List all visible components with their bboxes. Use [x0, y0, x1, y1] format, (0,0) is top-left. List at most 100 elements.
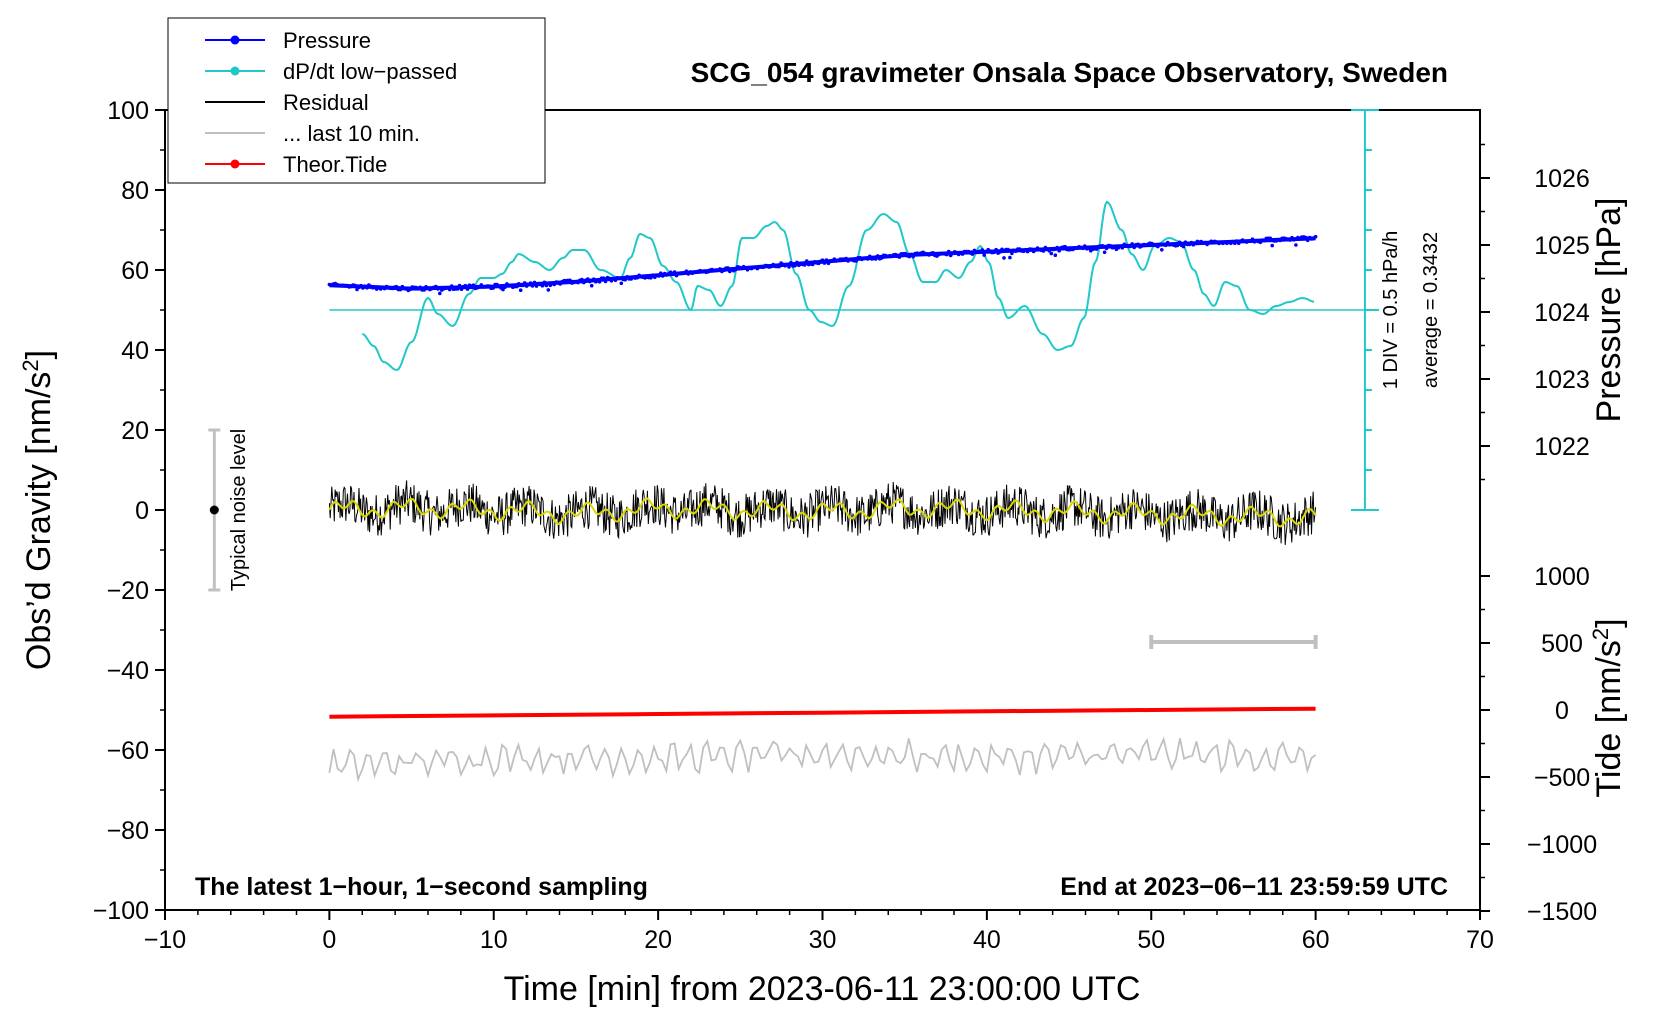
legend-label: dP/dt low−passed	[283, 59, 457, 84]
pressure-point	[528, 281, 533, 285]
pressure-point	[672, 270, 677, 274]
pressure-point	[516, 282, 521, 286]
pressure-point	[733, 267, 738, 272]
y-left-tick-label: 20	[121, 417, 149, 445]
dpdt-average-label: average = 0.3432	[1420, 232, 1442, 388]
pressure-point	[532, 280, 537, 285]
pressure-point	[365, 285, 369, 290]
pressure-point	[1181, 244, 1186, 249]
pressure-point	[824, 258, 829, 262]
pressure-point	[660, 274, 665, 278]
pressure-point	[1163, 243, 1168, 248]
pressure-point	[457, 283, 462, 288]
x-tick-label: 50	[1137, 926, 1165, 954]
y-left-tick-label: 100	[107, 97, 149, 125]
pressure-point	[657, 274, 661, 278]
pressure-point	[718, 267, 722, 271]
x-tick-label: 60	[1302, 926, 1330, 954]
x-tick-label: 30	[809, 926, 837, 954]
pressure-point	[822, 261, 827, 265]
pressure-tick-label: 1024	[1534, 299, 1590, 327]
pressure-point	[649, 275, 653, 280]
pressure-point	[684, 269, 689, 274]
y-pressure-axis-title: Pressure [hPa]	[1590, 198, 1628, 423]
pressure-point	[501, 287, 505, 292]
pressure-point	[1000, 247, 1004, 252]
pressure-point	[874, 257, 878, 261]
pressure-point	[518, 288, 523, 293]
y-tide-axis-ticks: 1000 500 0 −500 −1000 −1500	[1480, 563, 1597, 926]
pressure-point	[613, 278, 618, 283]
y-tide-axis-title: Tide [nm/s2]	[1588, 618, 1628, 797]
pressure-point	[777, 264, 781, 269]
typical-noise-bar	[208, 428, 221, 592]
x-tick-label: 20	[644, 926, 672, 954]
pressure-point	[1094, 247, 1099, 251]
pressure-point	[998, 250, 1002, 254]
pressure-point	[568, 278, 572, 283]
x-tick-label: 0	[322, 926, 336, 954]
pressure-tick-label: 1025	[1534, 232, 1590, 260]
pressure-point	[1010, 251, 1014, 256]
y-tide-axis-title-base: Tide [nm/s	[1590, 640, 1628, 797]
pressure-point	[789, 260, 793, 265]
pressure-point	[982, 253, 986, 257]
pressure-point	[802, 263, 807, 267]
pressure-point	[418, 285, 422, 290]
pressure-point	[854, 259, 858, 263]
x-tick-label: 40	[973, 926, 1001, 954]
pressure-point	[1063, 244, 1067, 249]
residual-line	[328, 480, 1317, 545]
pressure-point	[1292, 238, 1296, 242]
pressure-point	[353, 283, 357, 288]
legend-marker	[230, 35, 240, 45]
pressure-point	[659, 271, 663, 276]
pressure-point	[1120, 246, 1125, 250]
pressure-point	[436, 287, 440, 291]
pressure-point	[522, 281, 527, 285]
y-left-axis-title-tail: ]	[20, 350, 58, 359]
pressure-point	[607, 276, 612, 281]
pressure-point	[992, 250, 996, 255]
pressure-point	[787, 265, 791, 269]
pressure-point	[1055, 245, 1059, 250]
theor-tide-line	[329, 706, 1316, 719]
pressure-point	[471, 283, 476, 288]
pressure-point	[897, 255, 902, 259]
pressure-point	[530, 284, 535, 288]
pressure-point	[1294, 243, 1298, 247]
pressure-point	[394, 284, 399, 289]
pressure-point	[635, 275, 639, 280]
pressure-point	[1177, 240, 1182, 245]
pressure-point	[434, 284, 438, 289]
pressure-point	[875, 254, 880, 258]
y-left-axis-title-base: Obs’d Gravity [nm/s	[20, 372, 58, 671]
pressure-point	[601, 276, 606, 281]
tide-tick-label: −1500	[1527, 898, 1597, 926]
pressure-point	[1313, 234, 1318, 239]
pressure-point	[603, 279, 608, 284]
pressure-point	[866, 257, 870, 261]
dpdt-scale-bar	[1350, 109, 1379, 511]
pressure-point	[589, 283, 594, 288]
pressure-point	[1305, 238, 1310, 243]
pressure-point	[540, 284, 545, 288]
pressure-point	[1288, 238, 1292, 242]
tide-tick-label: 500	[1541, 630, 1583, 658]
pressure-point	[970, 252, 975, 256]
legend-label: Theor.Tide	[283, 152, 387, 177]
pressure-point	[726, 266, 730, 270]
pressure-point	[844, 256, 848, 261]
series-layer	[327, 200, 1365, 783]
pressure-point	[1051, 247, 1056, 252]
pressure-point	[546, 288, 551, 292]
pressure-point	[1158, 242, 1162, 247]
pressure-point	[520, 283, 525, 288]
y-pressure-axis-ticks: 1022 1023 1024 1025 1026	[1480, 143, 1590, 481]
pressure-point	[994, 247, 998, 252]
pressure-tick-label: 1022	[1534, 433, 1590, 461]
y-left-tick-label: −80	[107, 817, 149, 845]
pressure-point	[1025, 249, 1030, 254]
pressure-point	[1041, 249, 1046, 253]
pressure-point	[449, 284, 454, 288]
